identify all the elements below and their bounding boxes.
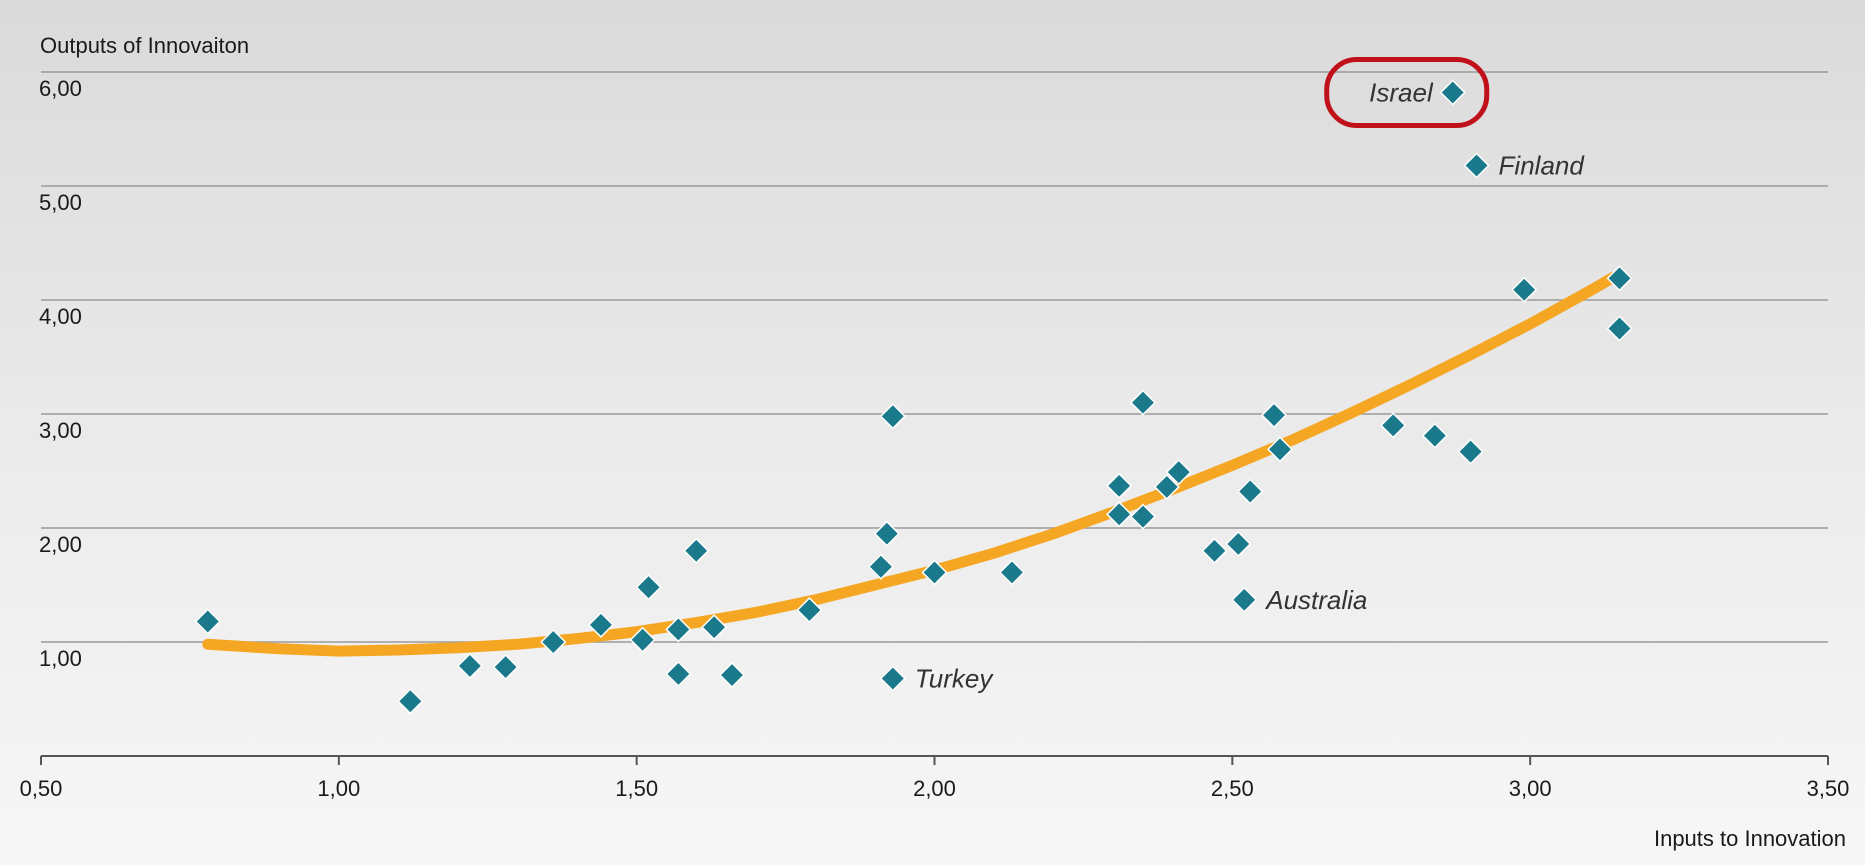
y-axis-title: Outputs of Innovaiton: [40, 33, 249, 58]
data-point: [1511, 276, 1538, 303]
data-point: [873, 520, 900, 547]
y-tick-label: 3,00: [39, 418, 82, 443]
data-point: [1260, 402, 1288, 429]
data-point: [1129, 503, 1157, 530]
data-point: [492, 654, 519, 681]
data-point: [1463, 152, 1490, 179]
data-point: [1421, 422, 1448, 449]
y-tick-label: 1,00: [39, 646, 82, 671]
data-point: [701, 614, 728, 641]
data-point: [1129, 389, 1157, 416]
data-point: [921, 559, 948, 586]
data-point: [1165, 459, 1192, 486]
data-point: [1106, 472, 1133, 499]
x-tick-label: 1,50: [615, 776, 658, 801]
data-point: [1380, 412, 1407, 439]
y-tick-label: 6,00: [39, 76, 82, 101]
data-point: [1237, 478, 1264, 505]
data-point: [540, 628, 567, 656]
data-point: [1231, 586, 1258, 613]
y-axis-ticks: 1,00 2,00 3,00 4,00 5,00 6,00: [39, 76, 82, 671]
x-axis-title: Inputs to Innovation: [1654, 826, 1846, 851]
y-tick-label: 4,00: [39, 304, 82, 329]
data-point: [629, 626, 656, 653]
x-tick-label: 3,50: [1807, 776, 1850, 801]
data-point: [1201, 537, 1228, 564]
data-point: [665, 660, 692, 687]
x-axis-ticks: 0,50 1,00 1,50 2,00 2,50 3,00 3,50: [20, 756, 1850, 801]
x-tick-label: 1,00: [317, 776, 360, 801]
data-points: [194, 79, 1633, 715]
data-point: [1606, 315, 1633, 342]
data-point: [879, 403, 906, 430]
annotation-label: Australia: [1264, 585, 1367, 615]
data-point: [867, 553, 894, 580]
data-point: [194, 608, 221, 635]
data-point: [587, 611, 614, 638]
data-point: [683, 537, 710, 564]
annotation-label: Finland: [1499, 150, 1586, 180]
gridlines: [41, 71, 1828, 643]
data-point: [1106, 501, 1133, 528]
x-tick-label: 0,50: [20, 776, 63, 801]
annotations: Israel Finland Australia Turkey: [915, 57, 1586, 693]
highlight-outline: [1324, 57, 1490, 129]
data-point: [456, 652, 483, 680]
trend-line: [202, 271, 1620, 657]
data-point: [1153, 473, 1180, 501]
data-point: [1439, 79, 1466, 106]
data-point: [796, 597, 823, 624]
data-point: [998, 559, 1026, 586]
x-tick-label: 2,50: [1211, 776, 1254, 801]
data-point: [635, 574, 662, 601]
data-point: [718, 661, 746, 689]
y-tick-label: 5,00: [39, 190, 82, 215]
annotation-label: Turkey: [915, 663, 995, 693]
data-point: [1606, 265, 1633, 292]
data-point: [1266, 436, 1294, 463]
data-point: [1457, 438, 1484, 465]
data-point: [397, 688, 424, 715]
annotation-label: Israel: [1369, 78, 1434, 108]
y-tick-label: 2,00: [39, 532, 82, 557]
data-point: [1225, 530, 1252, 558]
x-tick-label: 3,00: [1509, 776, 1552, 801]
x-tick-label: 2,00: [913, 776, 956, 801]
data-point: [665, 616, 692, 643]
data-point: [879, 665, 906, 692]
